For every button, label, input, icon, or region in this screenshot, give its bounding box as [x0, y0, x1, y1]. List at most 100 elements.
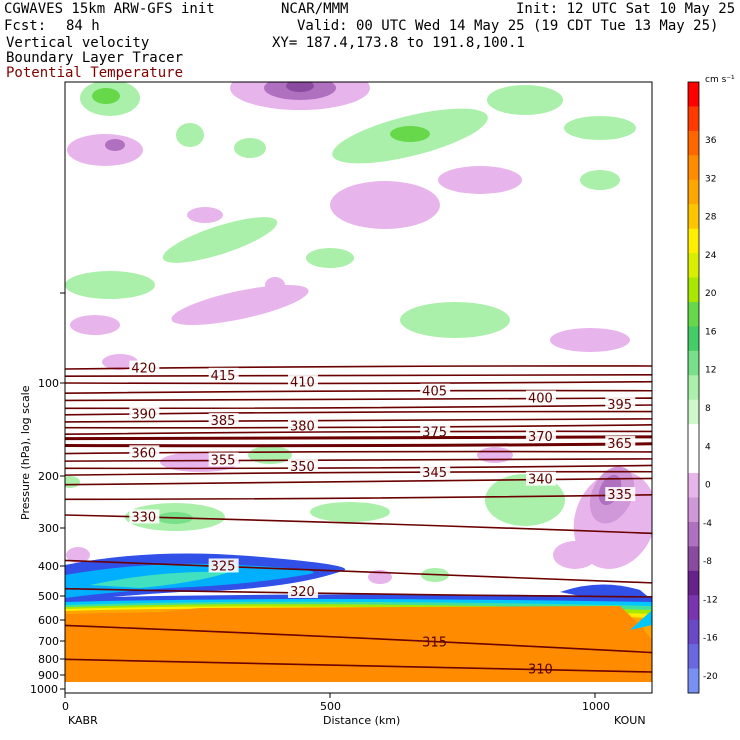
colorbar-swatch — [688, 82, 699, 107]
theta-contour-line — [65, 458, 652, 462]
x-tick-label: 0 — [62, 700, 69, 713]
y-tick-label: 1000 — [30, 683, 58, 696]
theta-contour-label: 405 — [422, 385, 447, 400]
theta-label-bg — [129, 445, 160, 460]
y-tick-label: 600 — [38, 614, 59, 627]
y-tick-label: 800 — [38, 653, 59, 666]
colorbar-tick-label: -12 — [703, 595, 718, 605]
y-tick-label: 700 — [38, 635, 59, 648]
theta-label-bg — [420, 424, 451, 439]
theta-contour-line — [65, 430, 652, 435]
colorbar-swatch — [688, 350, 699, 376]
valid-time: Valid: 00 UTC Wed 14 May 25 (19 CDT Tue … — [297, 18, 719, 34]
theta-contour-line — [65, 464, 652, 470]
y-axis: 100 200 300 400 500 600 700 800 900 1000… — [19, 292, 65, 696]
colorbar-swatch — [688, 570, 699, 596]
theta-contour-line — [65, 389, 652, 395]
theta-label-bg — [287, 418, 318, 433]
theta-contour-line — [65, 658, 652, 673]
colorbar-tick-label: -4 — [703, 519, 712, 529]
theta-contour-label: 395 — [607, 398, 632, 413]
theta-contour-label: 400 — [528, 392, 553, 407]
theta-contour-line — [65, 424, 652, 429]
x-axis: 0 500 1000 KABR KOUN Distance (km) — [62, 693, 646, 727]
colorbar-swatch — [688, 399, 699, 425]
theta-label-bg — [525, 390, 556, 405]
colorbar-swatch — [688, 228, 699, 254]
y-tick-label: 400 — [38, 560, 59, 573]
colorbar-tick-label: -16 — [703, 634, 718, 644]
theta-contour-label: 335 — [607, 488, 632, 503]
colorbar-swatch — [688, 375, 699, 401]
x-end-location: KOUN — [614, 714, 646, 727]
theta-label-bg — [605, 435, 636, 450]
field-vertical-velocity: Vertical velocity — [6, 35, 150, 51]
agency: NCAR/MMM — [281, 1, 349, 17]
y-tick-label: 200 — [38, 470, 59, 483]
colorbar-swatch — [688, 277, 699, 303]
colorbar-tick-label: 16 — [705, 327, 717, 337]
colorbar-tick-label: 36 — [705, 136, 717, 146]
x-tick-label: 500 — [320, 700, 341, 713]
colorbar-swatch — [688, 155, 699, 181]
colorbar-swatch — [688, 448, 699, 474]
y-tick-label: 900 — [38, 669, 59, 682]
colorbar-swatch — [688, 546, 699, 572]
theta-contour-label: 350 — [290, 460, 315, 475]
theta-contour-label: 320 — [290, 585, 315, 600]
y-tick-label: 300 — [38, 522, 59, 535]
theta-contour-label: 365 — [607, 437, 632, 452]
colorbar-tick-label: 32 — [705, 174, 716, 184]
field-potential-temperature: Potential Temperature — [6, 65, 184, 81]
colorbar-swatch — [688, 130, 699, 156]
colorbar-swatch — [688, 521, 699, 547]
colorbar-swatch — [688, 644, 699, 670]
colorbar-swatch — [688, 106, 699, 132]
y-tick-label: 100 — [38, 377, 59, 390]
forecast-label: Fcst: — [4, 18, 47, 34]
theta-contour-line — [65, 397, 652, 402]
colorbar-tick-label: 24 — [705, 251, 717, 261]
theta-label-bg — [129, 509, 160, 524]
colorbar-swatch — [688, 326, 699, 352]
forecast-hour: 84 h — [66, 18, 100, 34]
theta-label-bg — [208, 452, 239, 467]
colorbar-swatch — [688, 619, 699, 645]
theta-contour-label: 310 — [528, 663, 553, 678]
theta-contour-line — [65, 380, 652, 385]
colorbar-swatch — [688, 668, 699, 694]
theta-contour-label: 390 — [131, 407, 156, 422]
theta-contour-label: 330 — [131, 510, 156, 525]
theta-contour-line — [65, 494, 652, 501]
colorbar-tick-label: 12 — [705, 366, 716, 376]
cross-section-endpoints: XY= 187.4,173.8 to 191.8,100.1 — [272, 35, 525, 51]
x-tick-label: 1000 — [582, 700, 610, 713]
colorbar-swatch — [688, 497, 699, 523]
colorbar-swatch — [688, 179, 699, 205]
theta-label-bg — [287, 459, 318, 474]
colorbar-tick-label: 20 — [705, 289, 717, 299]
colorbar-swatch — [688, 301, 699, 327]
plot-frame — [64, 81, 653, 694]
theta-label-bg — [208, 413, 239, 428]
x-axis-title: Distance (km) — [323, 714, 400, 727]
x-start-location: KABR — [68, 714, 98, 727]
theta-contour-label: 410 — [290, 375, 315, 390]
colorbar: 36 32 28 24 20 16 12 8 4 0 -4 -8 -12 -16 -20 — [688, 82, 718, 694]
colorbar-tick-label: 0 — [705, 481, 711, 491]
theta-contour-label: 355 — [211, 454, 236, 469]
colorbar-units: cm s⁻¹ — [705, 75, 735, 85]
theta-contour-label: 325 — [211, 559, 236, 574]
theta-label-bg — [129, 406, 160, 421]
theta-label-bg — [287, 583, 318, 598]
y-axis-title: Pressure (hPa), log scale — [19, 385, 32, 520]
theta-label-bg — [420, 464, 451, 479]
theta-contour-line — [65, 435, 652, 441]
theta-contour-line — [65, 470, 652, 476]
theta-label-bg — [420, 383, 451, 398]
y-tick-label: 500 — [38, 590, 59, 603]
colorbar-tick-label: 28 — [705, 213, 717, 223]
colorbar-tick-label: 4 — [705, 442, 711, 452]
colorbar-tick-label: -8 — [703, 557, 712, 567]
